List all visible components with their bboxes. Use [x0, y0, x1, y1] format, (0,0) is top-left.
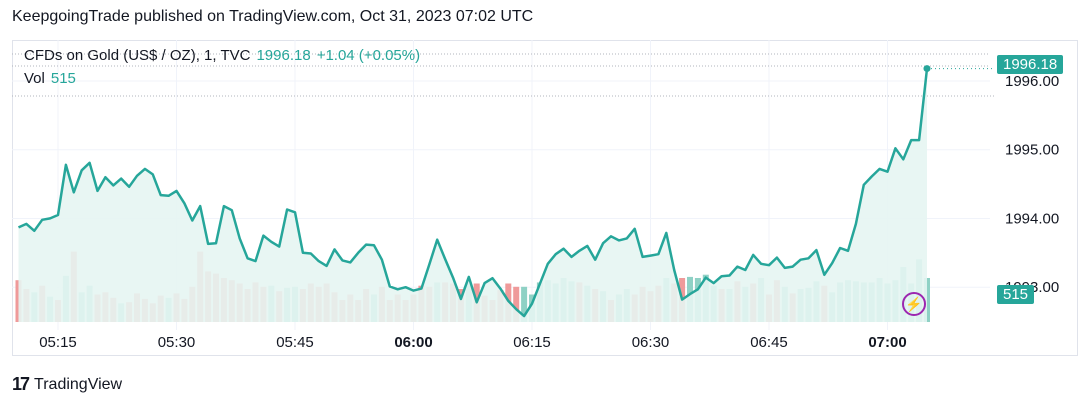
- y-tick-label: 1995.00: [1005, 142, 1059, 159]
- symbol-name: CFDs on Gold (US$ / OZ), 1, TVC: [24, 47, 251, 64]
- y-tick-label: 1996.00: [1005, 73, 1059, 90]
- chart-frame: [12, 40, 1078, 356]
- x-tick-label: 05:45: [276, 334, 314, 351]
- x-axis: 05:15 05:30 05:45 06:00 06:15 06:30 06:45 07:00: [39, 334, 906, 351]
- publisher-header: KeepgoingTrade published on TradingView.…: [12, 8, 534, 25]
- legend-price: 1996.18: [256, 47, 311, 64]
- last-price-dot: [923, 65, 931, 73]
- x-tick-label: 06:45: [750, 334, 788, 351]
- symbol-legend: CFDs on Gold (US$ / OZ), 1, TVC 1996.18 +1…: [24, 47, 420, 64]
- last-price-badge: 1996.18: [997, 55, 1064, 74]
- volume-value: 515: [50, 70, 76, 87]
- price-line: [17, 68, 929, 318]
- x-tick-label: 06:15: [513, 334, 551, 351]
- y-tick-label: 1994.00: [1005, 210, 1059, 227]
- x-tick-label: 06:30: [632, 334, 670, 351]
- tradingview-logo-icon: 17: [12, 374, 30, 394]
- volume-badge: 515: [997, 285, 1035, 304]
- volume-legend: Vol 515: [24, 70, 76, 87]
- lightning-bolt-icon[interactable]: ⚡: [902, 292, 926, 316]
- x-tick-label: 05:30: [158, 334, 196, 351]
- price-area-fill: [18, 68, 927, 322]
- x-tick-label: 07:00: [868, 334, 906, 351]
- x-tick-label: 06:00: [394, 334, 432, 351]
- volume-label: Vol: [24, 70, 45, 87]
- brand-name: TradingView: [34, 375, 123, 393]
- legend-change: +1.04 (+0.05%): [316, 47, 421, 64]
- footer: 17 TradingView: [12, 374, 122, 395]
- volume-bar: [521, 286, 528, 322]
- x-tick-label: 05:15: [39, 334, 77, 351]
- volume-bar: [513, 286, 520, 322]
